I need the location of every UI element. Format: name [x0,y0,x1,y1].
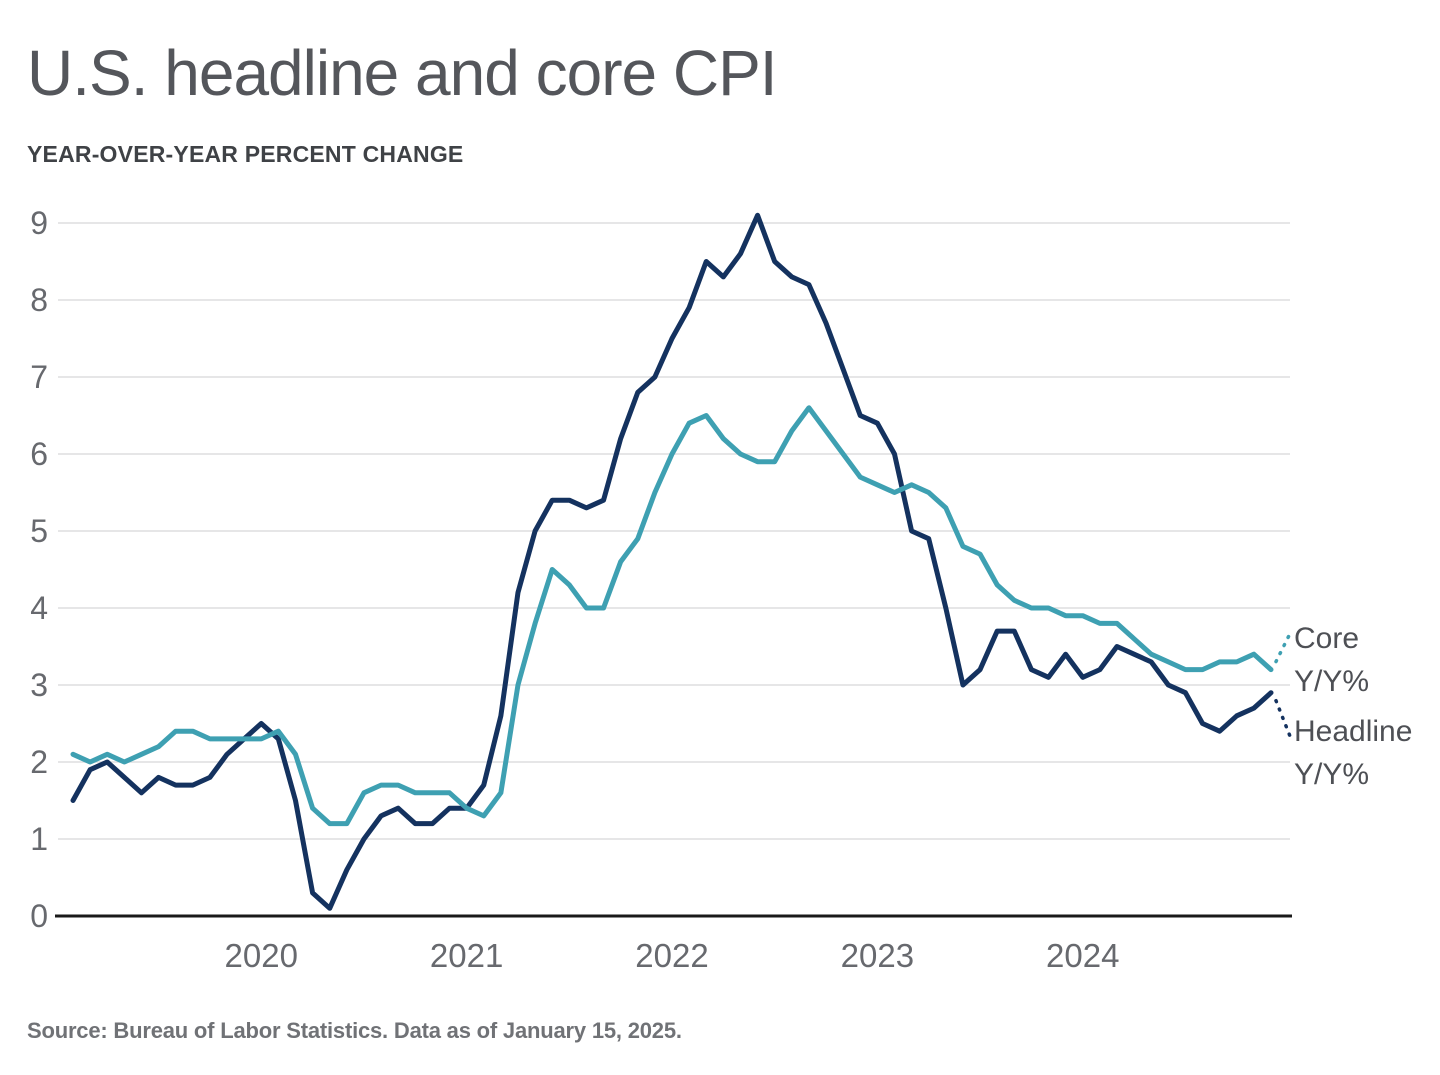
y-axis-label: 9 [30,205,48,241]
x-axis-label: 2022 [635,937,708,974]
y-axis-label: 3 [30,667,48,703]
y-axis-label: 8 [30,282,48,318]
legend-headline-label: Headline Y/Y% [1294,710,1412,796]
y-axis-label: 2 [30,744,48,780]
x-axis-label: 2023 [841,937,914,974]
x-axis-label: 2020 [225,937,298,974]
source-note: Source: Bureau of Labor Statistics. Data… [27,1018,682,1043]
legend-core-label: Core Y/Y% [1294,617,1369,703]
y-axis-label: 6 [30,436,48,472]
legend-headline-line1: Headline [1294,715,1413,748]
headline-leader-line [1274,698,1293,741]
chart-subtitle: YEAR-OVER-YEAR PERCENT CHANGE [27,141,464,167]
x-axis-label: 2024 [1046,937,1119,974]
legend-headline-line2: Y/Y% [1294,758,1370,791]
legend-core-line1: Core [1294,622,1360,655]
core-leader-line [1274,631,1292,664]
core-line [70,405,1274,827]
headline-line [70,212,1274,911]
legend-core-line2: Y/Y% [1294,665,1370,698]
y-axis-label: 1 [30,821,48,857]
y-axis-label: 4 [30,590,48,626]
y-axis-label: 0 [30,898,48,934]
x-axis-label: 2021 [430,937,503,974]
page-title: U.S. headline and core CPI [27,37,778,109]
y-axis-label: 7 [30,359,48,395]
y-axis-label: 5 [30,513,48,549]
